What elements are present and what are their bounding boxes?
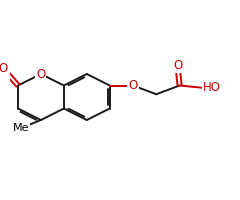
Text: HO: HO	[203, 81, 221, 94]
Text: O: O	[0, 62, 8, 75]
Text: O: O	[128, 79, 138, 92]
Text: Me: Me	[13, 123, 29, 133]
Text: O: O	[36, 68, 46, 80]
Text: O: O	[173, 59, 182, 72]
